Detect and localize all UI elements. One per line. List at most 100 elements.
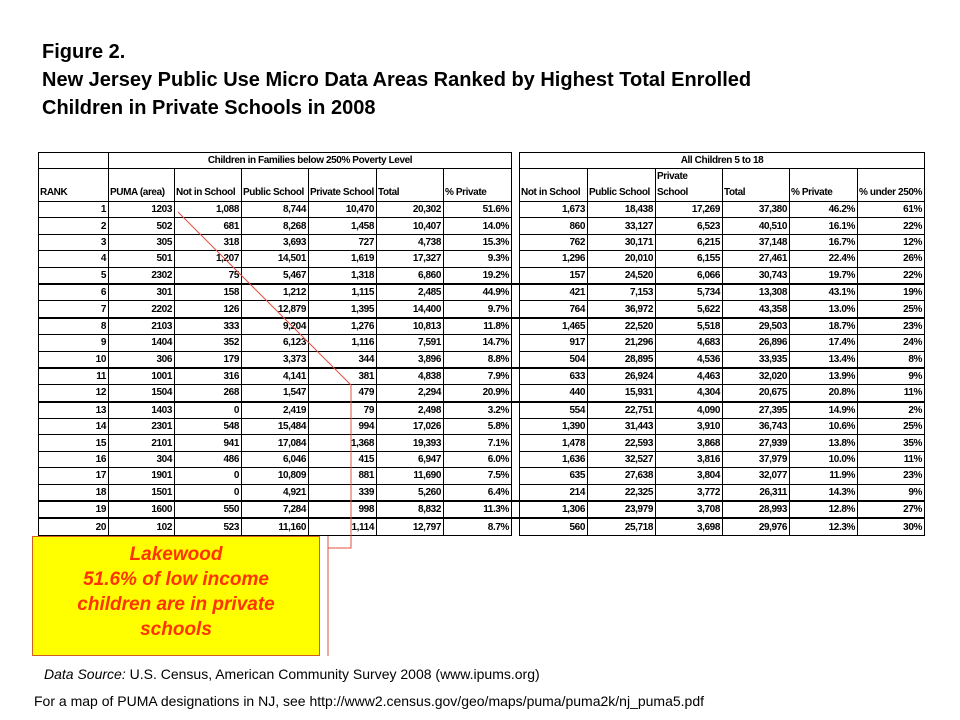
table-cell: 4 (38, 250, 109, 268)
table-cell: 10.6% (789, 418, 858, 436)
table-cell: 550 (174, 500, 242, 520)
table-cell: 51.6% (443, 200, 512, 219)
gap-cell (511, 367, 520, 385)
table-cell: 440 (519, 384, 588, 403)
blank-cell (38, 152, 109, 169)
table-row: 2 502 681 8,268 1,458 10,407 14.0% 860 33,127 6,5… (38, 217, 925, 235)
table-row: 3 305 318 3,693 727 4,738 15.3% 762 30,171 6,215 3… (38, 233, 925, 252)
table-cell: 305 (108, 233, 175, 252)
table-cell: 860 (519, 217, 588, 235)
map-note: For a map of PUMA designations in NJ, se… (34, 693, 705, 709)
table-cell: 8 (38, 317, 109, 336)
table-cell: 7.1% (443, 434, 512, 452)
table-row: 6 301 158 1,212 1,115 2,485 44.9% 421 7,153 5,734… (38, 283, 925, 302)
table-cell: 4,536 (655, 350, 723, 369)
table-cell: 8,744 (241, 200, 309, 219)
table-cell: 12 (38, 384, 109, 403)
table-cell: 20,302 (376, 200, 444, 219)
column-header: RANK (38, 168, 109, 202)
gap-cell (511, 467, 520, 485)
table-cell: 4,838 (376, 367, 444, 386)
table-cell: 5,260 (376, 483, 444, 503)
table-cell: 12,797 (376, 517, 444, 536)
group-header-all-children: All Children 5 to 18 (519, 152, 925, 169)
table-cell: 22% (857, 266, 925, 285)
table-cell: 32,020 (722, 367, 790, 386)
table-cell: 17.4% (789, 334, 858, 352)
table-row: 4 501 1,207 14,501 1,619 17,327 9.3% 1,296 20,01… (38, 250, 925, 268)
table-cell: 3,910 (655, 418, 723, 436)
column-header: Not in School (174, 168, 242, 202)
table-cell: 75 (174, 266, 242, 285)
table-cell: 3.2% (443, 401, 512, 420)
table-cell: 157 (519, 266, 588, 285)
lakewood-callout: Lakewood 51.6% of low income children ar… (32, 536, 320, 656)
table-cell: 10.0% (789, 450, 858, 469)
table-cell: 29,503 (722, 317, 790, 336)
table-cell: 998 (308, 500, 377, 520)
table-cell: 881 (308, 467, 377, 485)
table-cell: 9% (857, 483, 925, 503)
figure-title: Figure 2. New Jersey Public Use Micro Da… (42, 38, 751, 122)
table-cell: 415 (308, 450, 377, 469)
table-row: 14 2301 548 15,484 994 17,026 5.8% 1,390 31,443 3… (38, 418, 925, 436)
table-cell: 37,148 (722, 233, 790, 252)
table-cell: 11% (857, 450, 925, 469)
table-cell: 22,325 (587, 483, 656, 503)
table-cell: 764 (519, 300, 588, 319)
table-cell: 12.8% (789, 500, 858, 520)
table-cell: 0 (174, 483, 242, 503)
table-cell: 681 (174, 217, 242, 235)
table-cell: 27,461 (722, 250, 790, 268)
table-row: 9 1404 352 6,123 1,116 7,591 14.7% 917 21,296 4,6… (38, 334, 925, 352)
table-cell: 4,141 (241, 367, 309, 386)
table-cell: 1,116 (308, 334, 377, 352)
table-cell: 5,622 (655, 300, 723, 319)
data-source-text: U.S. Census, American Community Survey 2… (125, 666, 540, 682)
table-cell: 17,026 (376, 418, 444, 436)
table-cell: 21,296 (587, 334, 656, 352)
table-cell: 16.1% (789, 217, 858, 235)
table-cell: 560 (519, 517, 588, 536)
callout-line-2: 51.6% of low income (83, 569, 269, 590)
table-cell: 19.2% (443, 266, 512, 285)
table-cell: 1,458 (308, 217, 377, 235)
table-cell: 917 (519, 334, 588, 352)
table-cell: 6,215 (655, 233, 723, 252)
table-cell: 548 (174, 418, 242, 436)
table-cell: 27,939 (722, 434, 790, 452)
table-cell: 9.3% (443, 250, 512, 268)
table-cell: 1,276 (308, 317, 377, 336)
table-cell: 22,520 (587, 317, 656, 336)
table-cell: 3,698 (655, 517, 723, 536)
column-header: % under 250% (857, 168, 925, 202)
table-row: 11 1001 316 4,141 381 4,838 7.9% 633 26,924 4,463… (38, 367, 925, 386)
table-cell: 11.3% (443, 500, 512, 520)
table-cell: 126 (174, 300, 242, 319)
table-cell: 3,816 (655, 450, 723, 469)
table-cell: 20,675 (722, 384, 790, 403)
table-cell: 40,510 (722, 217, 790, 235)
table-cell: 4,304 (655, 384, 723, 403)
table-cell: 1,547 (241, 384, 309, 403)
data-source-label: Data Source: (44, 666, 126, 682)
table-cell: 3,772 (655, 483, 723, 503)
table-cell: 1,115 (308, 283, 377, 302)
table-row: 19 1600 550 7,284 998 8,832 11.3% 1,306 23,979 3,… (38, 500, 925, 520)
table-cell: 12.3% (789, 517, 858, 536)
table-cell: 2% (857, 401, 925, 420)
table-row: 15 2101 941 17,084 1,368 19,393 7.1% 1,478 22,59… (38, 434, 925, 452)
table-cell: 5,518 (655, 317, 723, 336)
table-cell: 4,683 (655, 334, 723, 352)
table-cell: 8,832 (376, 500, 444, 520)
table-cell: 14,400 (376, 300, 444, 319)
table-cell: 17,269 (655, 200, 723, 219)
table-cell: 1 (38, 200, 109, 219)
table-cell: 635 (519, 467, 588, 485)
table-cell: 11,690 (376, 467, 444, 485)
table-cell: 1,296 (519, 250, 588, 268)
table-cell: 9% (857, 367, 925, 386)
gap-cell (511, 401, 520, 419)
table-cell: 16.7% (789, 233, 858, 252)
table-cell: 941 (174, 434, 242, 452)
